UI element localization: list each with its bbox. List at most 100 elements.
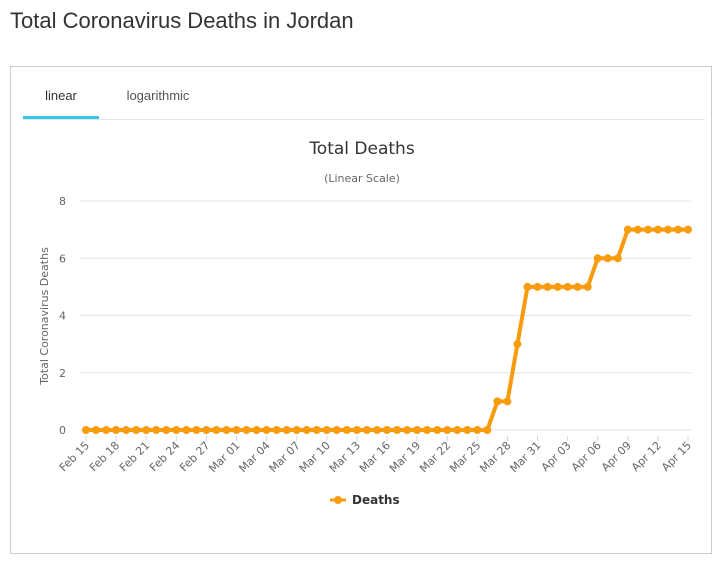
x-tick-label: Feb 18: [87, 439, 122, 474]
data-point[interactable]: [573, 282, 582, 291]
data-point[interactable]: [252, 426, 261, 434]
data-point[interactable]: [242, 426, 251, 434]
data-point[interactable]: [553, 282, 562, 291]
data-point[interactable]: [413, 426, 422, 434]
y-axis-label: Total Coronavirus Deaths: [38, 247, 51, 386]
data-point[interactable]: [102, 426, 111, 434]
data-point[interactable]: [423, 426, 432, 434]
data-point[interactable]: [653, 225, 662, 234]
y-tick-label: 8: [59, 195, 66, 208]
data-point[interactable]: [433, 426, 442, 434]
x-tick-label: Mar 19: [387, 439, 423, 475]
data-point[interactable]: [453, 426, 462, 434]
data-point[interactable]: [513, 340, 522, 349]
data-point[interactable]: [232, 426, 241, 434]
data-point[interactable]: [142, 426, 151, 434]
data-point[interactable]: [684, 225, 692, 234]
x-tick-label: Mar 13: [327, 439, 363, 475]
data-point[interactable]: [533, 282, 542, 291]
data-point[interactable]: [292, 426, 301, 434]
data-point[interactable]: [463, 426, 472, 434]
x-tick-label: Feb 27: [177, 439, 212, 474]
data-point[interactable]: [202, 426, 211, 434]
data-point[interactable]: [152, 426, 161, 434]
data-point[interactable]: [483, 426, 492, 434]
x-tick-label: Mar 22: [417, 439, 453, 475]
series-points: [82, 225, 692, 434]
data-point[interactable]: [643, 225, 652, 234]
data-point[interactable]: [383, 426, 391, 434]
tab-logarithmic[interactable]: logarithmic: [126, 88, 190, 103]
data-point[interactable]: [262, 426, 271, 434]
x-tick-label: Mar 10: [297, 439, 333, 475]
x-tick-label: Feb 21: [117, 439, 152, 474]
x-tick-label: Mar 25: [447, 439, 483, 475]
data-point[interactable]: [473, 426, 482, 434]
legend-marker: [334, 496, 342, 504]
data-point[interactable]: [493, 397, 502, 406]
x-tick-label: Mar 01: [206, 439, 242, 475]
y-tick-label: 0: [59, 424, 66, 437]
data-point[interactable]: [212, 426, 221, 434]
x-tick-label: Mar 31: [507, 439, 543, 475]
data-point[interactable]: [593, 254, 602, 263]
y-tick-label: 6: [59, 252, 66, 265]
data-point[interactable]: [302, 426, 311, 434]
tab-linear[interactable]: linear: [23, 81, 99, 119]
data-point[interactable]: [282, 426, 291, 434]
grid-lines: [80, 200, 692, 431]
data-point[interactable]: [272, 426, 281, 434]
data-point[interactable]: [362, 426, 371, 434]
data-point[interactable]: [222, 426, 231, 434]
chart-panel: linear logarithmic: [10, 66, 712, 554]
x-tick-label: Mar 07: [267, 439, 303, 475]
data-point[interactable]: [633, 225, 642, 234]
data-point[interactable]: [613, 254, 622, 263]
data-point[interactable]: [623, 225, 632, 234]
x-tick-label: Mar 16: [357, 439, 393, 475]
chart-title: Total Deaths: [308, 139, 415, 159]
data-point[interactable]: [674, 225, 682, 234]
data-point[interactable]: [312, 426, 321, 434]
x-tick-label: Apr 09: [599, 439, 634, 474]
data-point[interactable]: [162, 426, 171, 434]
data-point[interactable]: [583, 282, 592, 291]
data-point[interactable]: [443, 426, 452, 434]
x-tick-label: Apr 06: [569, 439, 604, 474]
data-point[interactable]: [92, 426, 100, 434]
data-point[interactable]: [393, 426, 401, 434]
data-point[interactable]: [192, 426, 201, 434]
data-point[interactable]: [352, 426, 361, 434]
y-axis-ticks: 0 2 4 6 8: [59, 195, 66, 437]
data-point[interactable]: [403, 426, 412, 434]
chart-subtitle: (Linear Scale): [324, 172, 400, 185]
data-point[interactable]: [122, 426, 131, 434]
data-point[interactable]: [322, 426, 331, 434]
data-point[interactable]: [373, 426, 381, 434]
data-point[interactable]: [342, 426, 351, 434]
data-point[interactable]: [332, 426, 341, 434]
data-point[interactable]: [663, 225, 672, 234]
x-tick-label: Feb 24: [147, 439, 182, 474]
data-point[interactable]: [523, 282, 532, 291]
data-point[interactable]: [563, 282, 572, 291]
legend[interactable]: Deaths: [330, 493, 400, 507]
scale-tabs: linear logarithmic: [23, 81, 705, 120]
data-point[interactable]: [132, 426, 141, 434]
x-tick-label: Mar 28: [477, 439, 513, 475]
x-tick-label: Feb 15: [57, 439, 92, 474]
x-tick-label: Apr 03: [539, 439, 574, 474]
data-point[interactable]: [172, 426, 181, 434]
data-point[interactable]: [182, 426, 191, 434]
y-tick-label: 4: [59, 310, 66, 323]
data-point[interactable]: [82, 426, 90, 434]
page-title: Total Coronavirus Deaths in Jordan: [10, 8, 354, 33]
data-point[interactable]: [503, 397, 512, 406]
data-point[interactable]: [543, 282, 552, 291]
x-tick-label: Apr 15: [659, 439, 694, 474]
x-tick-label: Apr 12: [629, 439, 664, 474]
data-point[interactable]: [603, 254, 612, 263]
data-point[interactable]: [112, 426, 121, 434]
